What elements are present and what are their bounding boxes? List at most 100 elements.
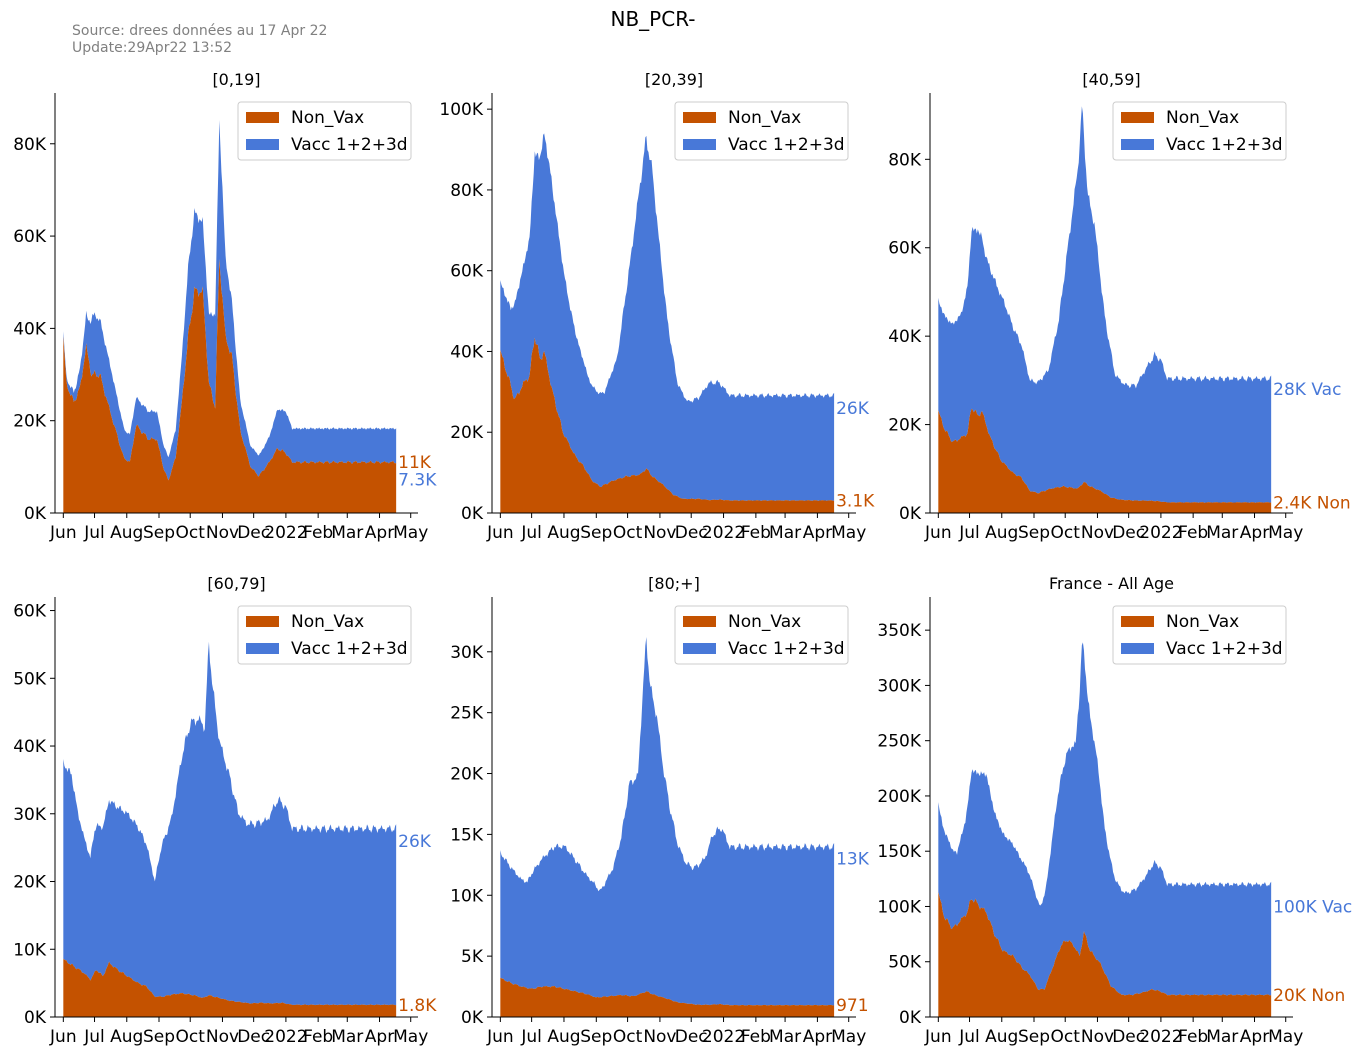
legend-box [1112,101,1287,161]
x-tick-label: Apr [1240,523,1269,543]
y-tick-label: 200K [877,787,921,807]
x-tick-label: Feb [303,523,333,543]
legend-label-non-vax: Non_Vax [291,108,364,128]
y-tick-label: 50K [13,669,47,689]
chart-panel-4: 0K 10K 20K 30K 40K 50K 60K Jun Jul Aug Sep Oct NovDe… [13,574,437,1047]
x-tick-label: Nov [206,1027,239,1047]
panel-title: [80;+] [648,574,700,593]
legend-box [1112,605,1287,665]
y-tick-label: 20K [450,423,484,443]
end-label-non-vax: 971 [836,996,868,1016]
y-tick-label: 80K [888,150,922,170]
y-tick-label: 20K [13,873,47,893]
x-tick-label: Jul [83,1027,105,1047]
x-tick-label: Mar [1206,1027,1238,1047]
x-tick-label: Aug [985,523,1018,543]
source-note: Source: drees données au 17 Apr 22 [72,23,327,39]
x-tick-label: Feb [1178,523,1208,543]
end-label-non-vax: 3.1K [836,491,875,511]
x-tick-label: Aug [547,523,580,543]
legend-label-vacc: Vacc 1+2+3d [1166,639,1283,659]
panel-title: [60,79] [207,574,265,593]
y-tick-label: 20K [13,412,47,432]
series-area-vacc [500,636,835,1006]
end-label-vacc: 7.3K [398,470,437,490]
chart-panel-3: 0K 20K 40K 60K 80K Jun Jul Aug Sep Oct NovDec2022F… [888,70,1350,543]
y-tick-label: 40K [13,737,47,757]
x-tick-label: Feb [1178,1027,1208,1047]
x-tick-label: Apr [1240,1027,1269,1047]
legend-box [674,101,849,161]
legend-swatch-vacc [246,139,279,150]
x-tick-label: Dec [675,523,708,543]
x-tick-label: Oct [613,1027,643,1047]
x-tick-label: Jun [924,1027,952,1047]
series-area-non-vax [938,408,1272,513]
x-tick-label: Feb [303,1027,333,1047]
series-area-vacc [938,642,1272,996]
y-tick-label: 25K [450,704,484,724]
x-tick-label: Mar [1206,523,1238,543]
x-tick-label: Aug [985,1027,1018,1047]
x-tick-label: Oct [176,523,206,543]
end-label-non-vax: 20K Non [1273,986,1345,1006]
x-tick-label: Dec [675,1027,708,1047]
legend-swatch-vacc [1121,643,1154,654]
end-label-vacc: 26K [398,832,432,852]
x-tick-label: Aug [547,1027,580,1047]
y-tick-label: 60K [888,239,922,259]
x-tick-label: May [393,1027,428,1047]
x-tick-label: Mar [769,523,801,543]
chart-panel-5: 0K 5K 10K 15K 20K 25K 30K Jun Jul Aug Sep Oct NovDec… [450,574,870,1047]
y-tick-label: 300K [877,676,921,696]
x-tick-label: Jul [958,1027,980,1047]
y-tick-label: 50K [888,953,922,973]
end-label-non-vax: 11K [398,453,432,473]
end-label-vacc: 13K [836,850,870,870]
legend-label-non-vax: Non_Vax [1166,108,1239,128]
series-area-vacc [500,133,835,501]
series-area-non-vax [938,892,1272,1017]
y-tick-label: 5K [461,947,484,967]
panel-title: France - All Age [1049,574,1174,593]
x-tick-label: Mar [331,523,363,543]
series-area-non-vax [500,977,835,1017]
legend-swatch-non-vax [246,616,279,627]
y-tick-label: 40K [888,327,922,347]
x-tick-label: May [1268,1027,1303,1047]
x-tick-label: May [393,523,428,543]
legend-label-non-vax: Non_Vax [291,612,364,632]
x-tick-label: Jul [958,523,980,543]
legend-swatch-non-vax [683,112,716,123]
legend-swatch-vacc [683,139,716,150]
y-tick-label: 100K [877,897,921,917]
x-tick-label: Jun [924,523,952,543]
x-tick-label: Apr [365,1027,394,1047]
x-tick-label: Mar [331,1027,363,1047]
y-tick-label: 80K [13,135,47,155]
x-tick-label: 2022 [702,1027,745,1047]
y-tick-label: 10K [13,940,47,960]
x-tick-label: Apr [803,1027,832,1047]
x-tick-label: Jul [520,523,542,543]
legend-box [674,605,849,665]
y-tick-label: 150K [877,842,921,862]
y-tick-label: 0K [899,504,922,524]
x-tick-label: Jun [49,523,77,543]
y-tick-label: 60K [13,227,47,247]
x-tick-label: May [831,1027,866,1047]
y-tick-label: 0K [899,1008,922,1028]
series-area-non-vax [63,258,397,513]
x-tick-label: Jul [520,1027,542,1047]
y-tick-label: 20K [888,416,922,436]
x-tick-label: Jun [486,1027,514,1047]
x-tick-label: Jun [49,1027,77,1047]
x-tick-label: Feb [741,1027,771,1047]
legend-label-vacc: Vacc 1+2+3d [728,135,845,155]
y-tick-label: 40K [13,319,47,339]
x-tick-label: 2022 [1139,1027,1182,1047]
x-tick-label: May [831,523,866,543]
y-tick-label: 80K [450,181,484,201]
panel-title: [40,59] [1082,70,1140,89]
end-label-non-vax: 2.4K Non [1273,493,1350,513]
